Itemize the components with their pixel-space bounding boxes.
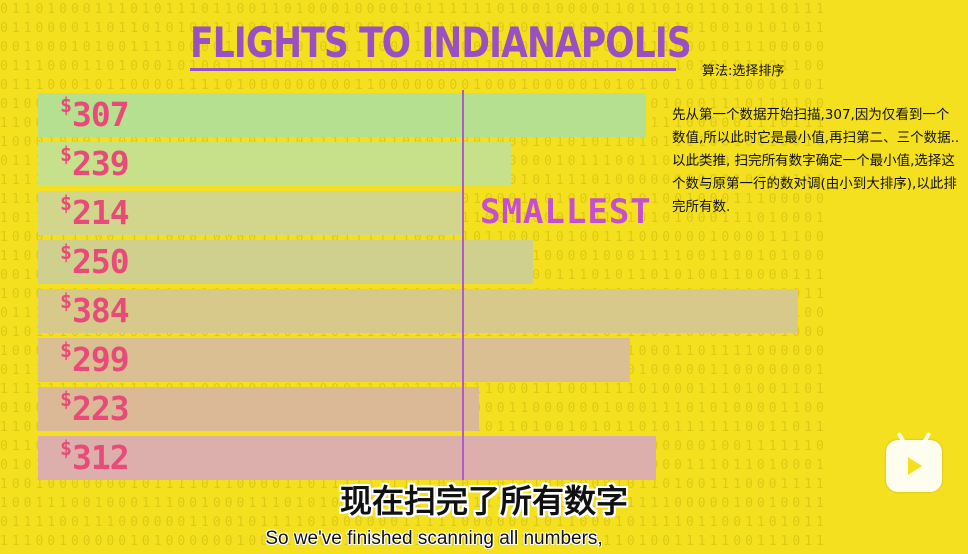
price-value: 223 xyxy=(72,389,129,428)
flight-price-bar xyxy=(38,93,646,137)
flight-price-bar xyxy=(38,289,798,333)
subtitle-chinese: 现在扫完了所有数字 xyxy=(0,476,968,522)
flight-price-label: $239 xyxy=(60,144,129,183)
flight-price-label: $214 xyxy=(60,193,129,232)
smallest-label: SMALLEST xyxy=(480,192,652,232)
currency-symbol: $ xyxy=(60,289,71,313)
flight-price-label: $223 xyxy=(60,389,129,428)
price-value: 250 xyxy=(72,242,129,281)
flight-price-label: $384 xyxy=(60,291,129,330)
price-value: 239 xyxy=(72,144,129,183)
algorithm-label: 算法:选择排序 xyxy=(702,60,784,79)
price-value: 384 xyxy=(72,291,129,330)
currency-symbol: $ xyxy=(60,142,71,166)
flight-price-label: $312 xyxy=(60,438,129,477)
currency-symbol: $ xyxy=(60,93,71,117)
currency-symbol: $ xyxy=(60,240,71,264)
currency-symbol: $ xyxy=(60,191,71,215)
subtitle-english: So we've finished scanning all numbers, xyxy=(0,528,868,550)
scan-divider-line xyxy=(462,90,464,480)
currency-symbol: $ xyxy=(60,436,71,460)
flight-price-label: $250 xyxy=(60,242,129,281)
currency-symbol: $ xyxy=(60,338,71,362)
currency-symbol: $ xyxy=(60,387,71,411)
bilibili-tv-icon xyxy=(886,440,942,492)
title-underline xyxy=(190,68,676,71)
price-value: 299 xyxy=(72,340,129,379)
page-title: FLIGHTS TO INDIANAPOLIS xyxy=(190,18,589,67)
price-value: 214 xyxy=(72,193,129,232)
flight-price-bar xyxy=(38,436,656,480)
flight-price-label: $299 xyxy=(60,340,129,379)
flight-price-label: $307 xyxy=(60,95,129,134)
algorithm-description: 先从第一个数据开始扫描,307,因为仅看到一个数值,所以此时它是最小值,再扫第二… xyxy=(672,104,962,219)
price-value: 312 xyxy=(72,438,129,477)
price-value: 307 xyxy=(72,95,129,134)
